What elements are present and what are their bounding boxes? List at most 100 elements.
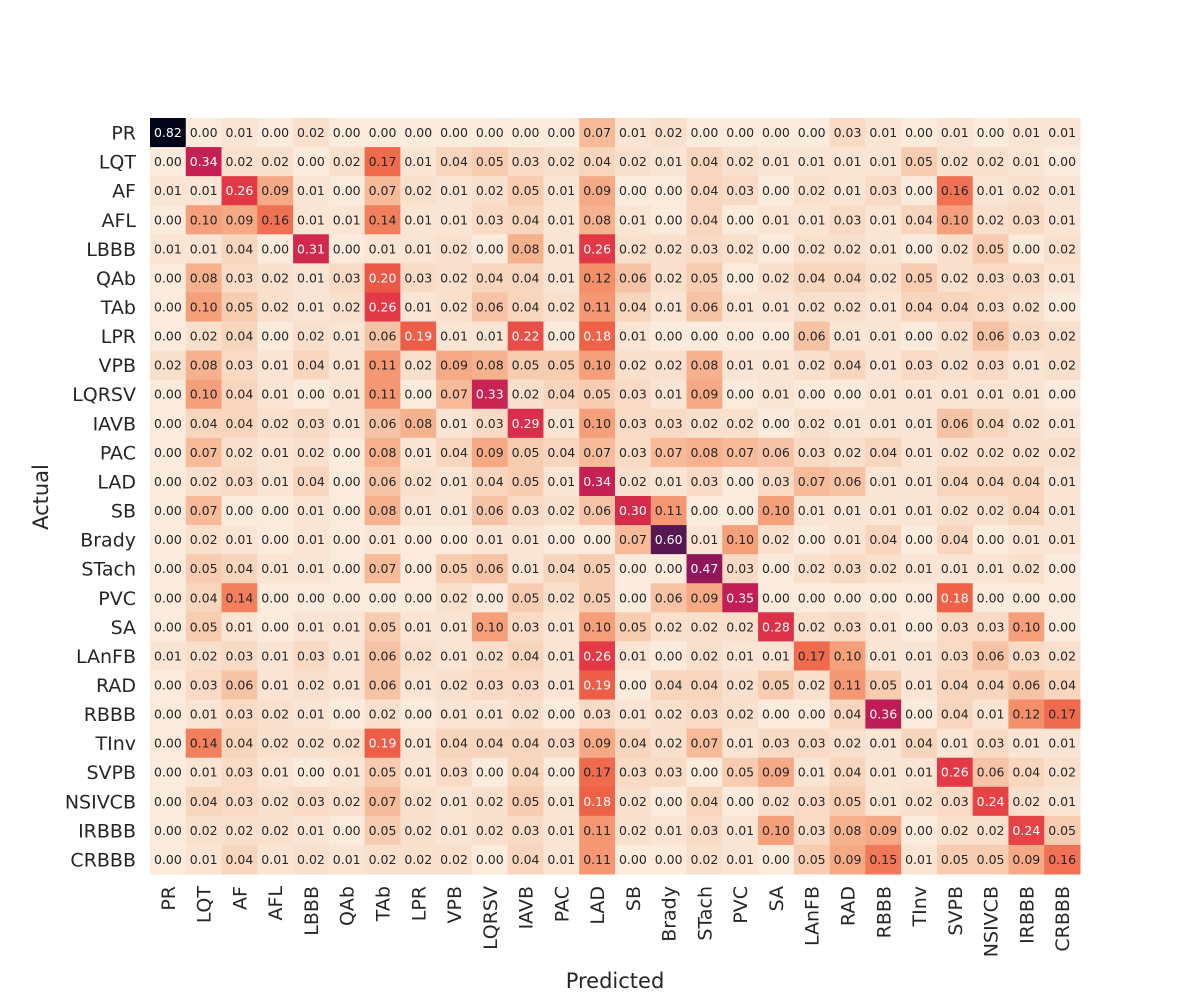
cell-value-label: 0.04: [512, 648, 540, 663]
heatmap-cell: [829, 176, 866, 206]
heatmap-cell: [364, 350, 401, 381]
cell-value-label: 0.01: [869, 416, 897, 431]
heatmap-cell: [901, 728, 938, 759]
cell-value-label: 0.11: [369, 387, 397, 402]
cell-value-label: 0.04: [190, 416, 218, 431]
heatmap-cell: [543, 292, 580, 323]
cell-value-label: 0.03: [1012, 212, 1040, 227]
x-tick-label: AFL: [265, 886, 287, 921]
heatmap-cell: [579, 379, 616, 410]
heatmap-cell: [400, 466, 437, 497]
heatmap-cell: [579, 728, 616, 759]
heatmap-cell: [1008, 292, 1045, 323]
cell-value-label: 0.08: [691, 358, 719, 373]
cell-value-label: 0.01: [977, 387, 1005, 402]
y-tick-label: LBBB: [86, 239, 136, 261]
heatmap-cell: [865, 466, 902, 497]
cell-value-label: 0.01: [869, 154, 897, 169]
heatmap-cell: [364, 379, 401, 410]
heatmap-cell: [972, 234, 1009, 264]
heatmap-cell: [650, 350, 688, 381]
cell-value-label: 0.06: [619, 270, 647, 285]
heatmap-cell: [150, 263, 187, 293]
heatmap-cell: [686, 176, 723, 206]
cell-value-label: 0.02: [369, 707, 397, 722]
cell-value-label: 0.05: [905, 154, 933, 169]
cell-value-label: 0.07: [798, 474, 826, 489]
heatmap-cell: [615, 466, 652, 497]
heatmap-cell: [972, 815, 1009, 846]
heatmap-cell: [150, 234, 187, 264]
heatmap-cell: [257, 263, 294, 293]
cell-value-label: 0.02: [798, 183, 826, 198]
heatmap-cell: [829, 379, 866, 410]
heatmap-cell: [579, 147, 616, 177]
heatmap-cell: [972, 379, 1009, 410]
heatmap-cell: [400, 844, 437, 875]
cell-value-label: 0.05: [440, 561, 468, 576]
heatmap-cell: [328, 118, 366, 148]
cell-value-label: 0.10: [583, 358, 611, 373]
cell-value-label: 0.01: [333, 619, 361, 634]
cell-value-label: 0.04: [440, 445, 468, 460]
cell-value-label: 0.02: [834, 241, 862, 256]
cell-value-label: 0.02: [941, 823, 969, 838]
heatmap-cell: [722, 525, 759, 555]
cell-value-label: 0.02: [476, 183, 504, 198]
heatmap-cell: [615, 554, 652, 584]
heatmap-cell: [150, 641, 187, 671]
cell-value-label: 0.06: [655, 590, 683, 605]
heatmap-cell: [221, 321, 258, 352]
heatmap-cell: [543, 815, 580, 846]
cell-value-label: 0.02: [798, 561, 826, 576]
cell-value-label: 0.03: [476, 678, 504, 693]
cell-value-label: 0.04: [977, 416, 1005, 431]
heatmap-cell: [471, 408, 509, 439]
cell-value-label: 0.06: [977, 329, 1005, 344]
cell-value-label: 0.02: [261, 416, 289, 431]
cell-value-label: 0.06: [583, 503, 611, 518]
heatmap-cell: [758, 466, 795, 497]
cell-value-label: 0.02: [941, 503, 969, 518]
heatmap-cell: [471, 496, 509, 526]
cell-value-label: 0.05: [941, 852, 969, 867]
cell-value-label: 0.00: [905, 590, 933, 605]
heatmap-cell: [722, 786, 759, 817]
heatmap-cell: [722, 583, 759, 613]
heatmap-cell: [257, 757, 294, 788]
heatmap-cell: [793, 525, 831, 555]
cell-value-label: 0.00: [226, 503, 254, 518]
cell-value-label: 0.00: [154, 590, 182, 605]
heatmap-cell: [758, 815, 795, 846]
heatmap-cell: [829, 757, 866, 788]
heatmap-cell: [793, 234, 831, 264]
heatmap-cell: [150, 612, 187, 642]
y-tick-label: LAD: [97, 471, 136, 493]
heatmap-cell: [507, 786, 544, 817]
heatmap-cell: [972, 844, 1009, 875]
cell-value-label: 0.07: [190, 503, 218, 518]
heatmap-cell: [471, 437, 509, 468]
cell-value-label: 0.02: [369, 852, 397, 867]
cell-value-label: 0.02: [1012, 416, 1040, 431]
heatmap-cell: [686, 234, 723, 264]
heatmap-cell: [1008, 641, 1045, 671]
heatmap-cell: [793, 437, 831, 468]
cell-value-label: 0.03: [691, 823, 719, 838]
heatmap-cell: [293, 466, 330, 497]
cell-value-label: 0.02: [297, 852, 325, 867]
heatmap-cell: [936, 670, 974, 701]
heatmap-cell: [722, 844, 759, 875]
y-tick-label: IAVB: [93, 413, 136, 435]
cell-value-label: 0.08: [190, 358, 218, 373]
cell-value-label: 0.02: [798, 300, 826, 315]
cell-value-label: 0.00: [726, 270, 754, 285]
heatmap-cell: [543, 147, 580, 177]
cell-value-label: 0.10: [834, 648, 862, 663]
heatmap-cell: [364, 496, 401, 526]
cell-value-label: 0.01: [798, 765, 826, 780]
heatmap-cell: [615, 408, 652, 439]
cell-value-label: 0.01: [798, 503, 826, 518]
cell-value-label: 0.01: [726, 648, 754, 663]
cell-value-label: 0.00: [547, 329, 575, 344]
